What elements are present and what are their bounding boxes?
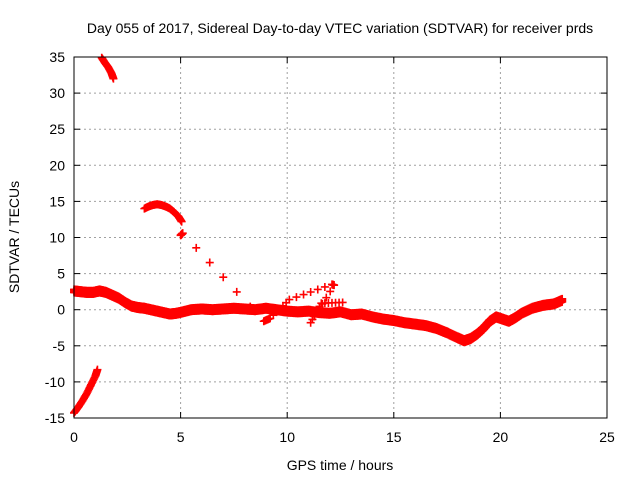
data-point	[330, 281, 339, 290]
data-point	[338, 298, 347, 307]
data-point	[192, 243, 201, 252]
data-point	[246, 302, 255, 311]
y-axis-label: SDTVAR / TECUs	[6, 181, 22, 293]
data-point	[558, 297, 567, 306]
data-point	[178, 229, 187, 238]
y-tick-label: 15	[49, 193, 65, 209]
data-point	[205, 258, 214, 267]
axis-ticks: 0 5 10 15 20 25 -15 -10 -5 0 5 10 15 20 25 30 35	[45, 49, 615, 445]
data-point	[320, 282, 329, 291]
x-tick-label: 10	[279, 429, 295, 445]
y-tick-label: 20	[49, 157, 65, 173]
x-tick-label: 20	[493, 429, 509, 445]
x-tick-label: 25	[599, 429, 615, 445]
x-axis-label: GPS time / hours	[287, 457, 394, 473]
data-points	[70, 53, 567, 417]
series-upper-arc	[97, 53, 118, 83]
x-tick-label: 0	[70, 429, 78, 445]
data-point	[313, 285, 322, 294]
data-point	[109, 74, 118, 83]
series-scattered	[176, 229, 347, 327]
x-tick-label: 5	[177, 429, 185, 445]
data-point	[292, 293, 301, 302]
y-tick-label: -15	[45, 410, 65, 426]
series-mid-arc	[140, 200, 186, 226]
data-point	[326, 287, 335, 296]
y-tick-label: 30	[49, 85, 65, 101]
data-point	[285, 295, 294, 304]
y-tick-label: 5	[57, 266, 65, 282]
y-tick-label: -5	[53, 338, 66, 354]
grid	[74, 57, 607, 418]
y-tick-label: 0	[57, 302, 65, 318]
chart-title: Day 055 of 2017, Sidereal Day-to-day VTE…	[87, 20, 593, 36]
data-point	[299, 290, 308, 299]
data-point	[322, 293, 331, 302]
y-tick-label: 10	[49, 230, 65, 246]
y-tick-label: -10	[45, 374, 65, 390]
series-lower-arc	[70, 365, 102, 417]
data-point	[177, 217, 186, 226]
data-point	[93, 365, 102, 374]
data-point	[232, 287, 241, 296]
x-tick-label: 15	[386, 429, 402, 445]
data-point	[306, 288, 315, 297]
y-tick-label: 35	[49, 49, 65, 65]
data-point	[219, 273, 228, 282]
y-tick-label: 25	[49, 121, 65, 137]
